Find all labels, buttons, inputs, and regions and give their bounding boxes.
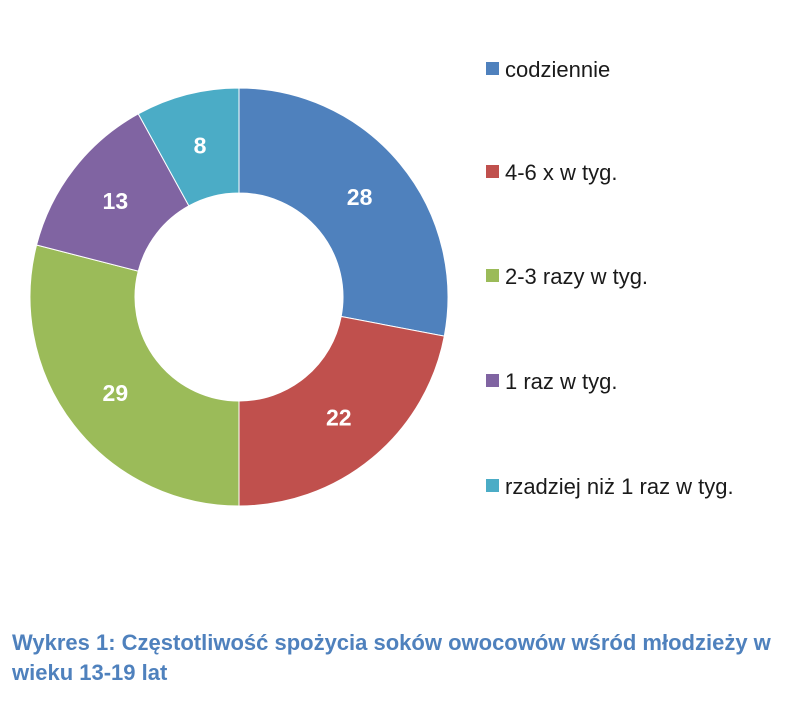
- legend-swatch-cyan: [486, 479, 499, 492]
- data-label-rzadziej: 8: [194, 132, 207, 158]
- legend-item-codziennie: codziennie: [486, 55, 765, 85]
- legend-item-4-6: 4-6 x w tyg.: [486, 158, 765, 188]
- legend-swatch-blue: [486, 62, 499, 75]
- data-label-2-3: 29: [103, 380, 129, 406]
- legend-swatch-red: [486, 165, 499, 178]
- legend-item-2-3: 2-3 razy w tyg.: [486, 262, 765, 292]
- donut-slice-1-raz: [35, 113, 190, 272]
- data-label-4-6: 22: [326, 405, 352, 431]
- legend-item-rzadziej: rzadziej niż 1 raz w tyg.: [486, 472, 765, 502]
- legend-swatch-green: [486, 269, 499, 282]
- donut-slice-2-3: [29, 244, 240, 507]
- donut-slice-4-6: [238, 315, 445, 507]
- chart-caption: Wykres 1: Częstotliwość spożycia soków o…: [12, 630, 771, 685]
- legend-item-1-raz: 1 raz w tyg.: [486, 367, 765, 397]
- legend-label: codziennie: [505, 57, 611, 82]
- data-label-codziennie: 28: [347, 184, 373, 210]
- donut-slice-codziennie: [238, 87, 449, 337]
- data-label-1-raz: 13: [103, 188, 129, 214]
- donut-slice-rzadziej: [137, 87, 240, 207]
- legend-label: rzadziej niż 1 raz w tyg.: [505, 474, 734, 499]
- legend-label: 1 raz w tyg.: [505, 369, 618, 394]
- legend-swatch-purple: [486, 374, 499, 387]
- legend-label: 2-3 razy w tyg.: [505, 264, 649, 289]
- legend-label: 4-6 x w tyg.: [505, 160, 618, 185]
